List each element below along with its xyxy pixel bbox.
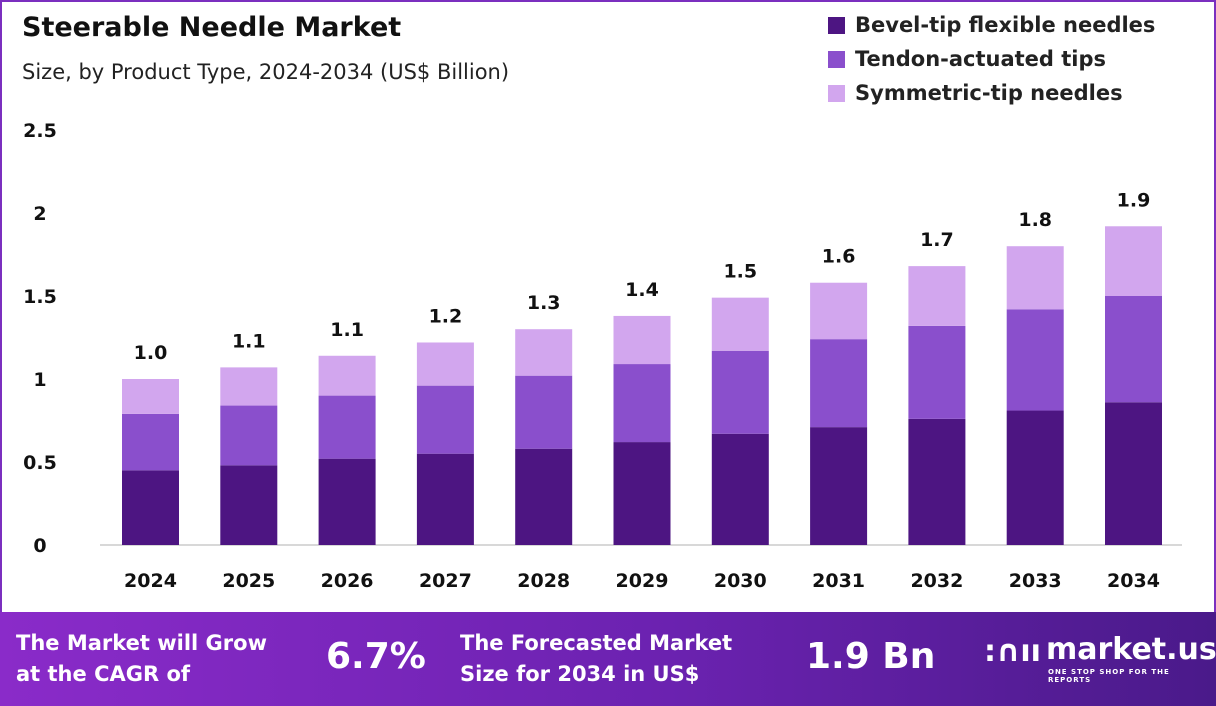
x-tick-label: 2027 — [419, 570, 472, 592]
x-tick-label: 2025 — [222, 570, 275, 592]
summary-banner: The Market will Grow at the CAGR of 6.7% … — [0, 612, 1216, 706]
bar-segment — [711, 433, 769, 545]
bar-segment — [810, 339, 868, 428]
bar-segment — [416, 453, 474, 545]
forecast-label: The Forecasted Market Size for 2034 in US… — [460, 631, 733, 686]
cagr-label: The Market will Grow at the CAGR of — [16, 631, 267, 686]
bar-segment — [220, 405, 278, 466]
x-tick-label: 2034 — [1107, 570, 1160, 592]
total-label: 1.0 — [134, 342, 168, 364]
total-label: 1.4 — [625, 279, 659, 301]
y-tick-label: 1.5 — [23, 286, 57, 308]
bar-segment — [318, 355, 376, 396]
bar-segment — [1006, 246, 1064, 310]
bar-segment — [122, 470, 179, 545]
legend-swatch — [828, 84, 845, 102]
y-tick-label: 2 — [33, 203, 46, 225]
bar-segment — [515, 375, 573, 449]
bar-segment — [122, 413, 179, 471]
logo-icon: :∩ıı — [984, 634, 1041, 669]
legend-item-bevel: Bevel-tip flexible needles — [828, 8, 1155, 42]
x-tick-label: 2028 — [517, 570, 570, 592]
total-label: 1.6 — [822, 246, 856, 268]
bar-segment — [810, 282, 868, 340]
bar-segment — [711, 350, 769, 434]
x-tick-label: 2024 — [124, 570, 177, 592]
legend-label: Bevel-tip flexible needles — [855, 13, 1156, 37]
total-label: 1.3 — [527, 292, 561, 314]
legend-item-symmetric: Symmetric-tip needles — [828, 76, 1155, 110]
bar-segment — [613, 442, 671, 545]
y-tick-label: 0.5 — [23, 452, 57, 474]
bar-segment — [1105, 402, 1162, 545]
total-label: 1.1 — [232, 330, 266, 352]
legend-label: Tendon-actuated tips — [855, 47, 1107, 71]
chart-plot: 0 0.5 1 1.5 2 2.5 1.0 2024 1.1 2025 1.1 2026 1.2 2027… — [23, 120, 1182, 592]
legend: Bevel-tip flexible needles Tendon-actuat… — [828, 8, 1155, 110]
bar-segment — [515, 448, 573, 545]
bar-segment — [318, 395, 376, 459]
chart-title: Steerable Needle Market — [22, 12, 402, 43]
total-label: 1.9 — [1117, 189, 1151, 211]
legend-label: Symmetric-tip needles — [855, 81, 1123, 105]
x-tick-label: 2032 — [910, 570, 963, 592]
legend-swatch — [828, 16, 845, 34]
bar-segment — [1105, 296, 1162, 403]
total-label: 1.1 — [330, 319, 364, 341]
x-tick-label: 2033 — [1009, 570, 1062, 592]
bar-segment — [220, 465, 278, 545]
bar-segment — [613, 315, 671, 365]
x-tick-label: 2026 — [321, 570, 374, 592]
bar-segment — [1105, 226, 1162, 296]
legend-swatch — [828, 50, 845, 68]
bar-segment — [908, 325, 966, 419]
bar-segment — [810, 427, 868, 545]
bar-segment — [711, 297, 769, 351]
cagr-value: 6.7% — [326, 636, 426, 677]
x-tick-label: 2030 — [714, 570, 767, 592]
total-label: 1.2 — [429, 305, 463, 327]
bar-segment — [908, 418, 966, 545]
bar-segment — [416, 385, 474, 454]
bar-segment — [613, 364, 671, 443]
logo-tagline: ONE STOP SHOP FOR THE REPORTS — [1048, 668, 1170, 684]
bar-segment — [515, 329, 573, 376]
x-tick-label: 2029 — [616, 570, 669, 592]
total-label: 1.5 — [723, 261, 757, 283]
chart-subtitle: Size, by Product Type, 2024-2034 (US$ Bi… — [22, 60, 510, 84]
bar-segment — [908, 266, 966, 326]
y-tick-label: 2.5 — [23, 120, 57, 142]
legend-item-tendon: Tendon-actuated tips — [828, 42, 1155, 76]
bar-segment — [220, 367, 278, 406]
total-label: 1.8 — [1018, 209, 1052, 231]
bar-segment — [416, 342, 474, 386]
y-tick-label: 1 — [33, 369, 46, 391]
bar-segment — [318, 458, 376, 545]
bar-segment — [1006, 309, 1064, 411]
x-tick-label: 2031 — [812, 570, 865, 592]
total-label: 1.7 — [920, 229, 954, 251]
y-tick-label: 0 — [33, 535, 46, 557]
bar-segment — [1006, 410, 1064, 545]
bar-segment — [122, 379, 179, 414]
forecast-value: 1.9 Bn — [806, 636, 936, 677]
logo-text: market.us — [1046, 632, 1216, 667]
